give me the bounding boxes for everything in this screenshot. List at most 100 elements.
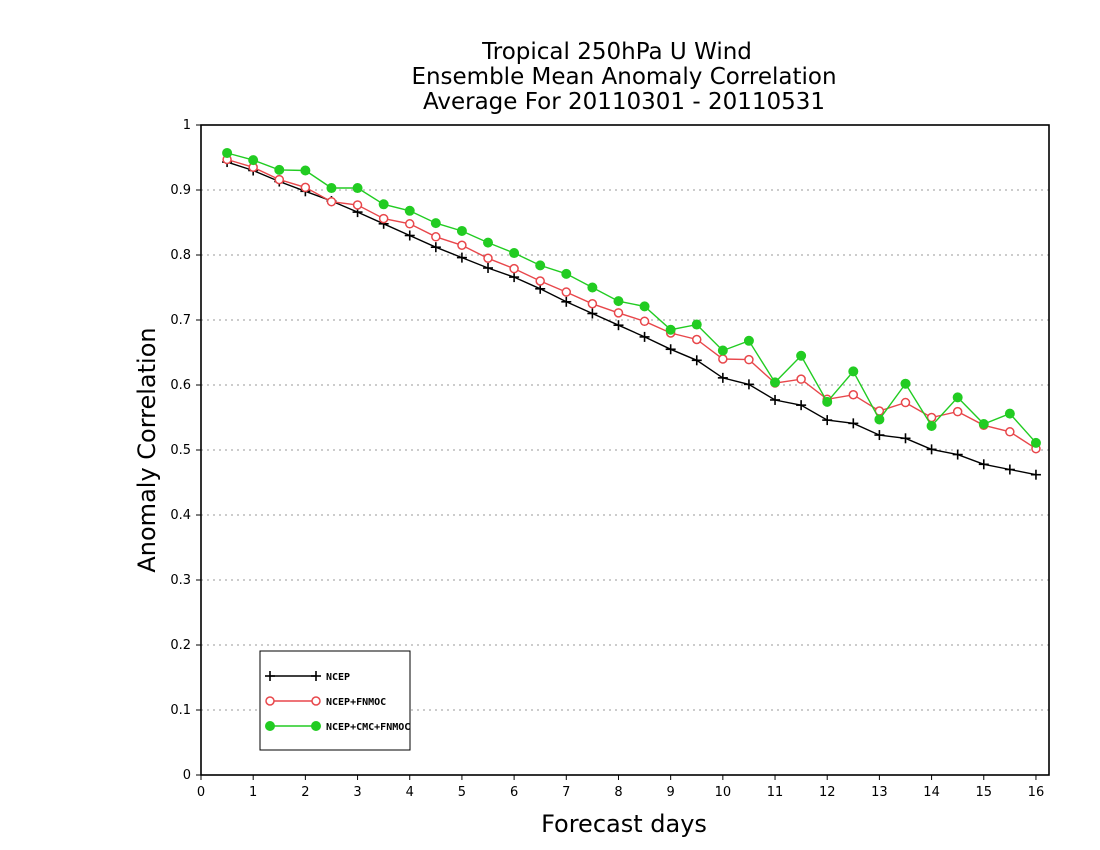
point-ncep-fnmoc-7: [404, 219, 415, 229]
point-ncep-cmc-fnmoc-30: [1004, 408, 1015, 419]
point-ncep-fnmoc-14: [587, 299, 598, 309]
point-ncep-cmc-fnmoc-27: [926, 420, 937, 431]
point-ncep-cmc-fnmoc-24: [848, 366, 859, 377]
y-tick-label-2: 0.2: [170, 638, 191, 653]
legend-marker-end-ncep-fnmoc: [311, 696, 321, 706]
point-ncep-22: [796, 400, 807, 411]
legend-marker-end-ncep-cmc-fnmoc: [311, 721, 321, 731]
point-ncep-13: [561, 296, 572, 307]
point-ncep-18: [691, 355, 702, 366]
point-ncep-cmc-fnmoc-17: [665, 324, 676, 335]
point-ncep-cmc-fnmoc-28: [952, 392, 963, 403]
x-tick-label-8: 8: [614, 785, 622, 800]
point-ncep-cmc-fnmoc-11: [509, 248, 520, 259]
point-ncep-fnmoc-22: [796, 374, 806, 384]
x-tick-label-1: 1: [249, 785, 257, 800]
title-line-3: Average For 20110301 - 20110531: [423, 89, 825, 115]
point-ncep-fnmoc-24: [848, 390, 859, 400]
point-ncep-cmc-fnmoc-9: [456, 225, 467, 236]
point-ncep-cmc-fnmoc-8: [430, 218, 441, 229]
point-ncep-cmc-fnmoc-2: [274, 164, 285, 175]
y-tick-label-1: 0.1: [170, 703, 191, 718]
point-ncep-fnmoc-9: [457, 240, 467, 250]
point-ncep-fnmoc-19: [718, 354, 728, 364]
point-ncep-31: [1030, 469, 1041, 480]
point-ncep-fnmoc-11: [509, 263, 519, 274]
tick-labels: 00.10.20.30.40.50.60.70.80.910 1 2 3 4 5 6 7 8 9 1…: [170, 118, 1044, 800]
point-ncep-fnmoc-3: [300, 182, 311, 193]
legend-marker-start-ncep-fnmoc: [265, 696, 275, 706]
y-axis-title: Anomaly Correlation: [133, 327, 161, 572]
x-tick-label-16: 16: [1028, 785, 1045, 800]
point-ncep-19: [717, 372, 728, 383]
point-ncep-fnmoc-12: [535, 276, 545, 286]
series-layer: [222, 147, 1041, 480]
legend-label-ncep-cmc-fnmoc: NCEP+CMC+FNMOC: [326, 722, 410, 733]
x-tick-label-10: 10: [715, 785, 732, 800]
x-tick-label-7: 7: [562, 785, 570, 800]
y-tick-label-4: 0.4: [170, 508, 191, 523]
point-ncep-fnmoc-5: [352, 200, 363, 210]
point-ncep-cmc-fnmoc-22: [796, 350, 807, 361]
point-ncep-24: [848, 418, 859, 429]
point-ncep-cmc-fnmoc-5: [352, 183, 363, 194]
legend-entry-ncep: NCEP: [265, 671, 350, 683]
point-ncep-10: [483, 263, 494, 273]
series-ncep-cmc-fnmoc: [222, 147, 1041, 448]
point-ncep-cmc-fnmoc-18: [691, 319, 702, 330]
x-tick-label-6: 6: [510, 785, 518, 800]
legend-entry-ncep-fnmoc: NCEP+FNMOC: [265, 696, 386, 708]
x-tick-label-13: 13: [871, 785, 888, 800]
point-ncep-cmc-fnmoc-4: [326, 183, 337, 194]
point-ncep-fnmoc-2: [274, 174, 285, 185]
title-line-2: Ensemble Mean Anomaly Correlation: [411, 64, 836, 90]
legend-marker-end-ncep: [311, 671, 321, 681]
point-ncep-cmc-fnmoc-16: [639, 301, 650, 312]
point-ncep-cmc-fnmoc-6: [378, 199, 389, 210]
x-tick-label-5: 5: [458, 785, 466, 800]
point-ncep-cmc-fnmoc-21: [770, 377, 781, 388]
point-ncep-17: [665, 344, 676, 355]
point-ncep-fnmoc-18: [692, 334, 702, 345]
point-ncep-cmc-fnmoc-25: [874, 414, 885, 425]
point-ncep-cmc-fnmoc-12: [535, 260, 546, 271]
legend-marker-start-ncep: [265, 671, 275, 681]
y-tick-label-10: 1: [183, 118, 191, 133]
point-ncep-cmc-fnmoc-19: [717, 345, 728, 356]
point-ncep-29: [978, 459, 989, 470]
point-ncep-cmc-fnmoc-7: [404, 205, 415, 216]
y-tick-label-5: 0.5: [170, 443, 191, 458]
x-tick-label-12: 12: [819, 785, 836, 800]
point-ncep-fnmoc-4: [326, 196, 337, 207]
point-ncep-cmc-fnmoc-20: [743, 335, 754, 346]
point-ncep-21: [770, 394, 781, 405]
point-ncep-26: [900, 433, 911, 444]
point-ncep-cmc-fnmoc-15: [613, 296, 624, 307]
point-ncep-cmc-fnmoc-1: [248, 155, 259, 166]
x-tick-label-15: 15: [975, 785, 992, 800]
point-ncep-20: [743, 379, 754, 390]
point-ncep-cmc-fnmoc-26: [900, 378, 911, 389]
x-tick-label-2: 2: [301, 785, 309, 800]
x-tick-label-3: 3: [353, 785, 361, 800]
point-ncep-14: [587, 308, 598, 319]
legend-marker-start-ncep-cmc-fnmoc: [265, 721, 275, 731]
point-ncep-fnmoc-8: [431, 232, 441, 242]
point-ncep-7: [404, 230, 415, 241]
y-tick-label-6: 0.6: [170, 378, 191, 393]
point-ncep-cmc-fnmoc-23: [822, 396, 833, 407]
y-tick-label-0: 0: [183, 768, 191, 783]
y-tick-label-3: 0.3: [170, 573, 191, 588]
x-tick-label-0: 0: [197, 785, 205, 800]
legend: NCEP NCEP+FNMOC NCEP+CMC+FNMOC: [259, 650, 411, 751]
point-ncep-fnmoc-13: [561, 287, 572, 297]
point-ncep-8: [430, 242, 441, 253]
point-ncep-11: [509, 272, 520, 283]
series-line-ncep-cmc-fnmoc: [226, 152, 1037, 444]
point-ncep-fnmoc-15: [613, 308, 624, 318]
point-ncep-fnmoc-16: [639, 316, 650, 327]
point-ncep-fnmoc-10: [483, 253, 493, 263]
point-ncep-cmc-fnmoc-10: [483, 237, 494, 248]
